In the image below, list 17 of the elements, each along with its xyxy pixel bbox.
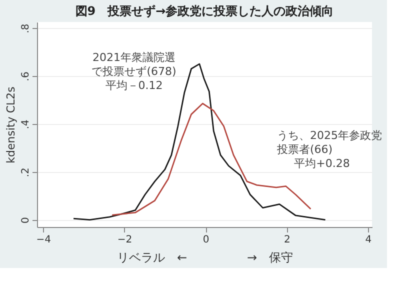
x-tick-label: −4 bbox=[36, 234, 51, 246]
chart-title: 図9 投票せず→参政党に投票した人の政治傾向 bbox=[75, 4, 334, 18]
y-tick-label: .4 bbox=[20, 120, 32, 130]
y-tick-label: 0 bbox=[20, 217, 32, 224]
y-tick-label: .8 bbox=[20, 24, 32, 34]
y-tick-label: .6 bbox=[20, 72, 32, 82]
y-tick-label: .2 bbox=[20, 168, 32, 178]
x-axis-title: リベラル ← → 保守 bbox=[116, 250, 294, 264]
x-tick-label: 2 bbox=[284, 234, 290, 246]
annotation: 平均+0.28 bbox=[294, 157, 350, 170]
x-tick-label: −2 bbox=[117, 234, 132, 246]
x-tick-label: 0 bbox=[202, 234, 210, 246]
x-tick-label: 4 bbox=[365, 234, 372, 246]
series-label: 2021年衆議院選で投票せず(678) bbox=[92, 51, 176, 78]
annotation: 平均－0.12 bbox=[105, 79, 163, 92]
text: うち、2025年参政党投票者(66) bbox=[276, 129, 382, 156]
y-axis-title: kdensity CL2s bbox=[4, 86, 18, 164]
